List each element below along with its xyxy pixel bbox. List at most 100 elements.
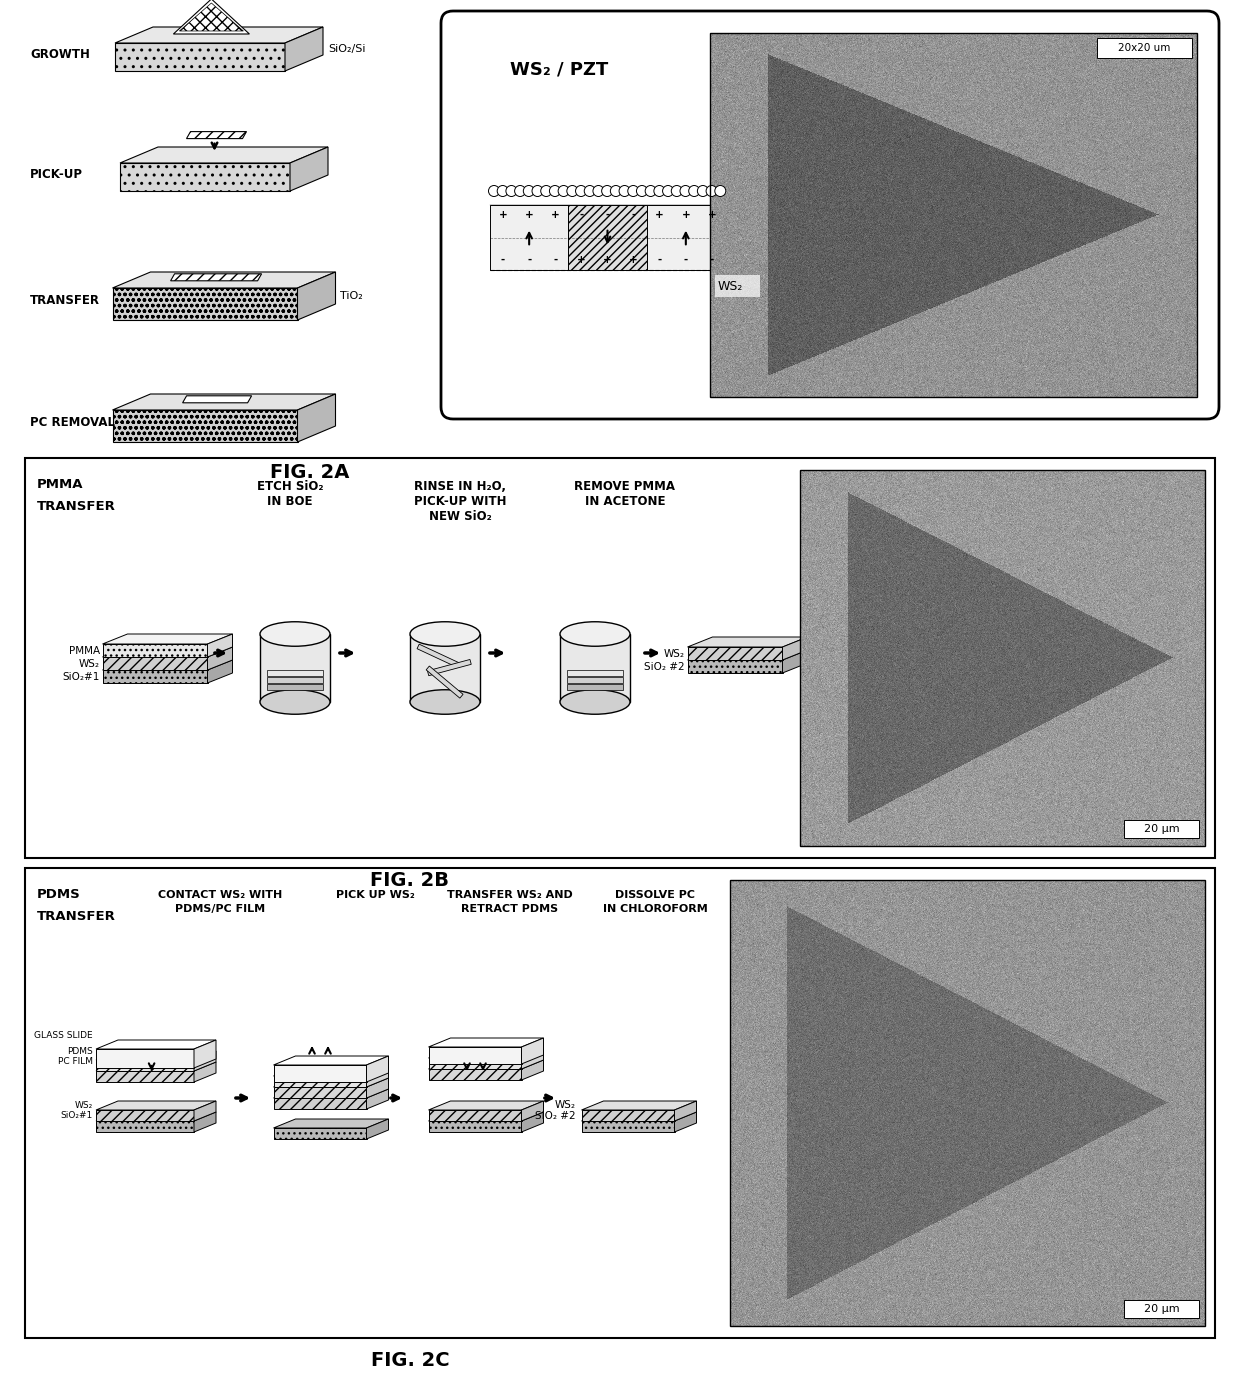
Polygon shape [429,1112,543,1120]
Text: CONTACT WS₂ WITH: CONTACT WS₂ WITH [157,890,283,900]
Polygon shape [429,1049,543,1058]
Polygon shape [522,1101,543,1120]
Polygon shape [429,1111,522,1120]
Polygon shape [522,1112,543,1131]
Polygon shape [113,288,298,320]
Polygon shape [182,395,252,402]
Polygon shape [675,1112,697,1131]
Text: SiO₂#1: SiO₂#1 [61,1112,93,1120]
Text: PDMS: PDMS [67,1046,93,1056]
Text: RETRACT PDMS: RETRACT PDMS [461,904,558,914]
Polygon shape [522,1049,543,1069]
Bar [567,683,622,690]
Polygon shape [103,634,233,644]
Text: -: - [657,255,662,265]
Text: FIG. 2C: FIG. 2C [371,1350,449,1370]
Circle shape [541,186,552,197]
Polygon shape [274,1076,367,1087]
Polygon shape [274,1056,388,1065]
Circle shape [584,186,595,197]
Circle shape [506,186,517,197]
Text: +: + [682,209,691,220]
Circle shape [645,186,656,197]
Text: -: - [501,255,505,265]
Text: -: - [631,209,636,220]
Polygon shape [95,1049,193,1068]
Polygon shape [113,394,336,411]
Polygon shape [285,28,322,72]
Bar [1123,1299,1199,1317]
Bar [715,276,760,298]
Ellipse shape [410,690,480,714]
Bar [25,457,1215,858]
Text: IN ACETONE: IN ACETONE [585,495,665,508]
Polygon shape [193,1062,216,1082]
Polygon shape [274,1119,388,1129]
Circle shape [636,186,647,197]
Circle shape [653,186,665,197]
Polygon shape [95,1112,216,1120]
Text: 20 μm: 20 μm [1143,1304,1179,1315]
Circle shape [558,186,569,197]
Polygon shape [582,1101,697,1111]
Circle shape [549,186,560,197]
Polygon shape [298,394,336,442]
Polygon shape [120,163,290,192]
Text: FIG. 2B: FIG. 2B [371,871,449,890]
Circle shape [601,186,613,197]
Bar [410,634,480,701]
Polygon shape [95,1111,193,1120]
Text: PDMS/PC FILM: PDMS/PC FILM [175,904,265,914]
Circle shape [610,186,621,197]
Text: IN CHLOROFORM: IN CHLOROFORM [603,904,707,914]
Polygon shape [186,132,247,139]
Text: WS₂: WS₂ [663,649,684,659]
Polygon shape [427,666,463,699]
Polygon shape [687,648,782,660]
Bar [567,670,622,677]
Polygon shape [298,271,336,320]
Polygon shape [367,1119,388,1140]
Text: PMMA: PMMA [69,646,100,656]
Text: IN BOE: IN BOE [268,495,312,508]
Polygon shape [207,660,233,683]
Text: PICK-UP WITH: PICK-UP WITH [414,495,506,508]
Text: -: - [553,255,558,265]
Polygon shape [115,28,322,43]
Polygon shape [367,1056,388,1082]
Text: -: - [709,255,714,265]
Polygon shape [95,1071,193,1082]
Bar [260,634,330,701]
Circle shape [515,186,526,197]
Text: PMMA: PMMA [37,478,83,491]
Text: SiO₂ #2: SiO₂ #2 [536,1111,577,1120]
Polygon shape [193,1101,216,1120]
Polygon shape [582,1111,675,1120]
Ellipse shape [260,690,330,714]
Polygon shape [95,1040,216,1049]
Polygon shape [113,411,298,442]
Polygon shape [207,634,233,657]
Polygon shape [367,1067,388,1087]
Polygon shape [171,274,262,281]
Ellipse shape [410,621,480,646]
Polygon shape [522,1060,543,1080]
Text: +: + [551,209,559,220]
Circle shape [567,186,578,197]
Text: SiO₂#1: SiO₂#1 [63,672,100,682]
Polygon shape [193,1112,216,1131]
Polygon shape [429,1069,522,1080]
Circle shape [714,186,725,197]
Text: +: + [629,255,639,265]
Bar [567,677,622,683]
Text: GLASS SLIDE: GLASS SLIDE [35,1032,93,1040]
Polygon shape [207,648,233,670]
Text: ETCH SiO₂: ETCH SiO₂ [257,480,324,493]
Polygon shape [274,1087,367,1098]
Bar [647,205,725,270]
Polygon shape [290,147,329,192]
Polygon shape [582,1112,697,1120]
Text: PDMS: PDMS [37,887,81,901]
Polygon shape [95,1120,193,1131]
Text: SiO₂ #2: SiO₂ #2 [645,661,684,672]
